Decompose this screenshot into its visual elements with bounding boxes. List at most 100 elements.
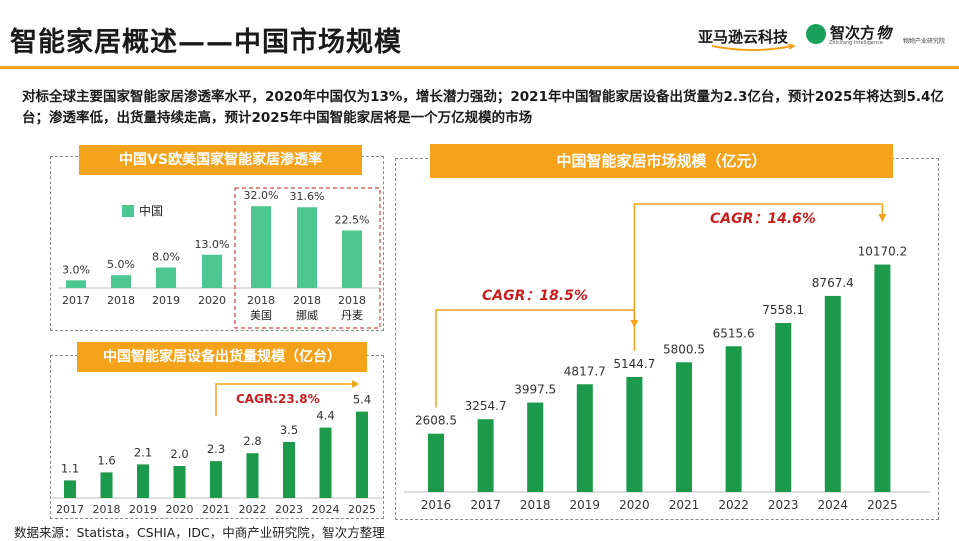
tick-label: 2018	[107, 294, 135, 307]
tick-label: 2023	[275, 503, 303, 516]
tick-label: 2021	[669, 498, 700, 512]
tick-label: 2018	[520, 498, 551, 512]
cagr-label-2: CAGR：14.6%	[710, 211, 816, 227]
bar	[210, 461, 222, 498]
bar	[527, 402, 544, 492]
shipment-chart: 1.1 2017 1.6 2018 2.1 2019 2.0 2020 2.3 2021 2.8 20…	[52, 380, 382, 516]
amazon-logo: 亚马逊云科技	[698, 28, 789, 46]
amazon-smile-icon	[711, 44, 796, 51]
data-label: 3254.7	[465, 399, 507, 413]
tick-label: 2019	[152, 294, 180, 307]
tick-label: 2018	[293, 294, 321, 307]
tick-label: 2024	[818, 498, 849, 512]
tick-label: 2020	[166, 503, 194, 516]
summary-text: 对标全球主要国家智能家居渗透率水平，2020年中国仅为13%，增长潜力强劲；20…	[22, 89, 944, 126]
legend-swatch	[122, 205, 134, 217]
bar	[283, 442, 295, 498]
tick-label: 2017	[56, 503, 84, 516]
cagr-arrowhead-2	[878, 214, 887, 222]
data-label: 2.0	[170, 447, 188, 461]
market-chart: 2608.5 2016 3254.7 2017 3997.5 2018 4817.7 2019…	[404, 203, 930, 512]
data-label: 10170.2	[858, 245, 908, 259]
data-label: 2.1	[134, 445, 152, 459]
bar	[173, 466, 186, 498]
data-label: 32.0%	[244, 189, 279, 202]
cagr-arrow	[215, 383, 352, 416]
bar	[100, 472, 113, 498]
header-divider	[0, 66, 959, 69]
tick-label: 2020	[198, 294, 226, 307]
bar	[111, 275, 131, 288]
bar	[246, 453, 259, 498]
zhicifang-logo: 智次方	[830, 24, 876, 42]
page-title: 智能家居概述——中国市场规模	[10, 27, 402, 58]
bar	[626, 376, 643, 492]
highlight-box	[234, 187, 381, 329]
data-label: 5144.7	[613, 357, 655, 371]
data-label: 5800.5	[663, 342, 705, 356]
shipment-chart-title: 中国智能家居设备出货量规模（亿台）	[77, 342, 367, 372]
data-label: 22.5%	[335, 214, 370, 227]
penetration-chart: 3.0% 2017 5.0% 2018 8.0% 2019 13.0% 2020 32.0% 20…	[58, 187, 381, 329]
bar	[874, 264, 891, 492]
bar	[824, 295, 841, 492]
data-label: 1.6	[97, 453, 115, 467]
bar	[202, 254, 222, 288]
bar	[775, 322, 792, 492]
tick-label: 2021	[202, 503, 230, 516]
data-label: 5.0%	[107, 258, 135, 271]
tick-label-country: 美国	[250, 309, 272, 322]
cagr-label: CAGR:23.8%	[236, 392, 320, 406]
data-label: 3.0%	[62, 263, 90, 276]
data-label: 5.4	[353, 393, 371, 407]
bar	[156, 267, 176, 288]
tick-label: 2025	[348, 503, 376, 516]
data-source: 数据来源：Statista，CSHIA，IDC，中商产业研究院，智次方整理	[14, 525, 385, 540]
data-label: 6515.6	[713, 326, 755, 340]
tick-label: 2025	[867, 498, 898, 512]
data-label: 4.4	[316, 409, 334, 423]
data-label: 4817.7	[564, 364, 606, 378]
tick-label: 2020	[619, 498, 650, 512]
tick-label: 2018	[338, 294, 366, 307]
tick-label: 2022	[718, 498, 749, 512]
data-label: 1.1	[61, 461, 79, 475]
wuzhi-logo: 物	[876, 24, 892, 42]
tick-label-country: 挪威	[296, 308, 318, 322]
data-label: 13.0%	[195, 238, 230, 251]
zhicifang-logo-subtitle: Zhicifang Intelligence	[829, 40, 883, 46]
bar	[66, 280, 86, 288]
bar	[137, 464, 149, 498]
tick-label: 2018	[247, 294, 275, 307]
data-label: 2.8	[243, 434, 261, 448]
data-label: 8767.4	[812, 276, 854, 290]
tick-label: 2017	[470, 498, 501, 512]
bar	[297, 207, 317, 288]
data-label: 3.5	[280, 423, 298, 437]
tick-label: 2022	[239, 503, 267, 516]
tick-label: 2023	[768, 498, 799, 512]
cagr-label-1: CAGR：18.5%	[482, 288, 588, 304]
tick-label: 2016	[421, 498, 452, 512]
tick-label: 2018	[93, 503, 121, 516]
bar	[676, 362, 692, 492]
cagr-arrow-2	[633, 203, 884, 351]
tick-label: 2019	[570, 498, 601, 512]
data-label: 31.6%	[290, 190, 325, 203]
bar	[477, 419, 494, 492]
wuzhi-logo-subtitle: 物物产业研究院	[903, 38, 946, 45]
bar	[356, 411, 368, 498]
zhicifang-logo-icon	[806, 24, 826, 44]
bar	[251, 206, 271, 288]
bar	[576, 384, 593, 492]
bar	[428, 433, 444, 492]
data-label: 2.3	[207, 442, 225, 456]
legend-label: 中国	[139, 203, 163, 218]
market-chart-title: 中国智能家居市场规模（亿元）	[430, 144, 893, 178]
tick-label-country: 丹麦	[341, 309, 363, 322]
bar	[725, 346, 742, 492]
penetration-chart-title: 中国VS欧美国家智能家居渗透率	[79, 145, 362, 175]
tick-label: 2024	[312, 503, 340, 516]
data-label: 3997.5	[514, 383, 556, 397]
bar	[64, 480, 76, 498]
